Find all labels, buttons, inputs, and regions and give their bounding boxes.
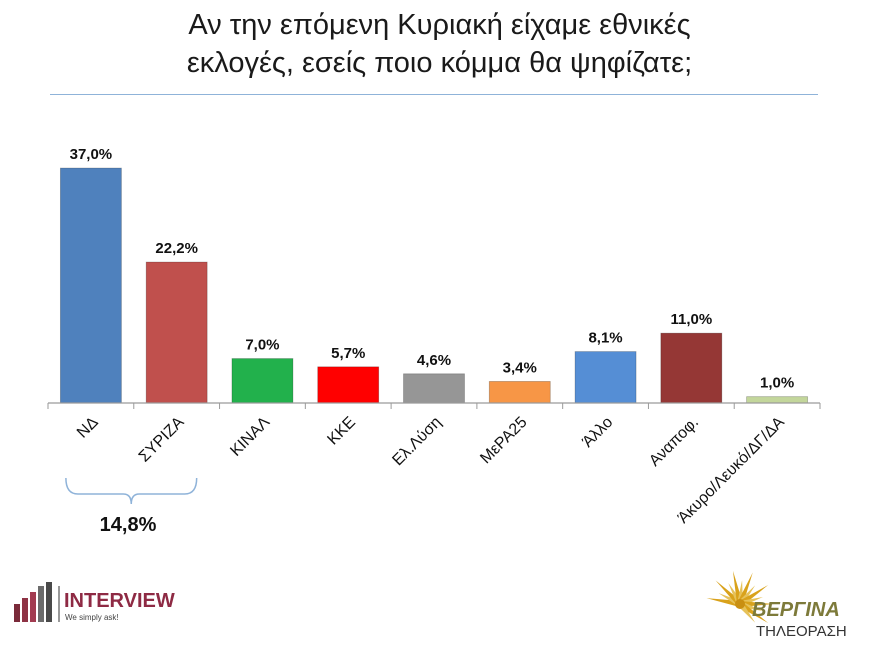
- brace-annotation: [65, 477, 198, 505]
- bar: [574, 351, 637, 404]
- bar: [488, 381, 551, 404]
- category-tick-label: Ελ.Λύση: [389, 414, 444, 469]
- chart-title-line-1: Αν την επόμενη Κυριακή είχαμε εθνικές: [188, 9, 691, 41]
- interview-mark-icon: [14, 582, 52, 622]
- x-axis-layer: ΝΔ ΣΥΡΙΖΑ ΚΙΝΑΛ ΚΚΕ Ελ.Λύση ΜεΡΑ25 Άλλο Αναποφ.…: [47, 402, 821, 527]
- bar: [403, 373, 465, 404]
- bars-layer: [59, 167, 809, 404]
- bar: [746, 396, 809, 404]
- value-label: 7,0%: [245, 337, 279, 354]
- vergina-logo-sub: ΤΗΛΕΟΡΑΣΗ: [756, 623, 847, 640]
- gap-annotation-label: 14,8%: [99, 514, 157, 536]
- vergina-logo-name: ΒΕΡΓΙΝΑ: [752, 599, 840, 621]
- value-label: 4,6%: [417, 352, 451, 369]
- category-tick-label: ΚΚΕ: [324, 414, 359, 449]
- brace-path: [65, 477, 198, 505]
- category-tick-label: ΝΔ: [74, 414, 102, 442]
- bar: [317, 366, 380, 404]
- value-label: 37,0%: [70, 146, 113, 163]
- category-tick-label: ΜεΡΑ25: [477, 414, 530, 467]
- category-tick-label: ΣΥΡΙΖΑ: [136, 414, 188, 466]
- title-divider: [50, 94, 818, 95]
- vergina-sun-icon: [706, 570, 774, 624]
- value-labels-layer: 37,0% 22,2% 7,0% 5,7% 4,6% 3,4% 8,1% 11,0% 1,0%: [70, 146, 795, 392]
- value-label: 1,0%: [760, 375, 794, 392]
- category-tick-label: Αναποφ.: [646, 414, 702, 470]
- bar: [145, 261, 208, 404]
- vergina-logo: ΒΕΡΓΙΝΑ ΤΗΛΕΟΡΑΣΗ: [706, 570, 847, 640]
- category-tick-label: ΚΙΝΑΛ: [227, 414, 273, 460]
- value-label: 5,7%: [331, 345, 365, 362]
- value-label: 3,4%: [503, 359, 537, 376]
- chart-title: Αν την επόμενη Κυριακή είχαμε εθνικές εκ…: [0, 6, 879, 82]
- bar: [660, 332, 723, 404]
- value-label: 11,0%: [670, 311, 712, 328]
- bar: [59, 167, 122, 404]
- interview-logo-name: INTERVIEW: [64, 590, 175, 612]
- bar: [231, 358, 294, 404]
- value-label: 22,2%: [155, 240, 198, 257]
- interview-logo: INTERVIEW We simply ask!: [14, 582, 175, 622]
- interview-logo-tagline: We simply ask!: [65, 613, 119, 622]
- chart-title-line-2: εκλογές, εσείς ποιο κόμμα θα ψηφίζατε;: [186, 47, 693, 79]
- value-label: 8,1%: [588, 330, 622, 347]
- category-tick-label: Άλλο: [579, 414, 616, 451]
